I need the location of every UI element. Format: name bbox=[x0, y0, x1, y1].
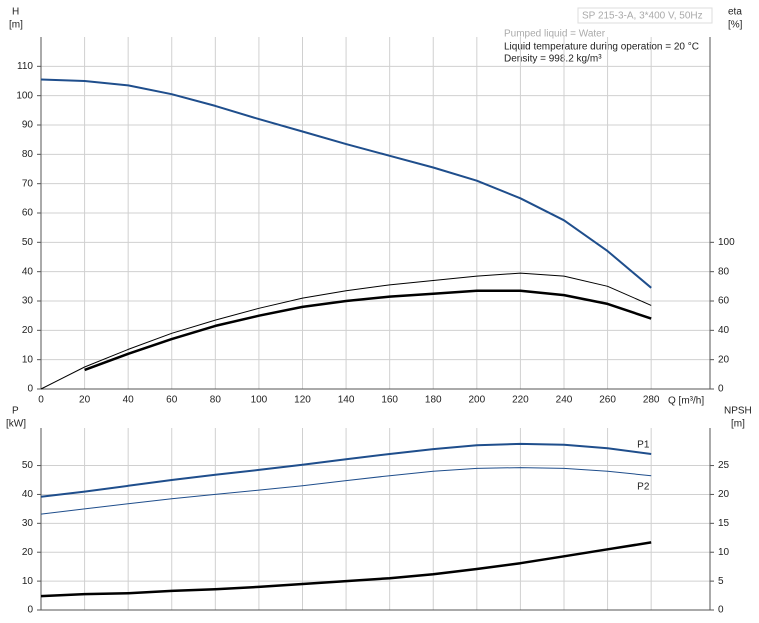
series-line bbox=[40, 541, 652, 598]
x-tick-label: 200 bbox=[468, 395, 485, 406]
series-label: P2 bbox=[637, 481, 650, 492]
y2-unit: [%] bbox=[728, 20, 743, 31]
series-line bbox=[40, 78, 652, 289]
info-box bbox=[502, 27, 710, 65]
y-tick-label: 50 bbox=[22, 237, 34, 248]
x-tick-label: 120 bbox=[294, 395, 311, 406]
series-line bbox=[40, 442, 652, 498]
x-tick-label: 80 bbox=[210, 395, 222, 406]
y-tick-label: 20 bbox=[22, 325, 34, 336]
x-tick-label: 280 bbox=[643, 395, 660, 406]
series-label: P1 bbox=[637, 440, 650, 451]
annotation: Density = 998.2 kg/m³ bbox=[504, 54, 602, 65]
y-unit: [kW] bbox=[6, 419, 26, 430]
y-tick-label: 40 bbox=[22, 266, 34, 277]
y-tick-label: 0 bbox=[27, 605, 33, 616]
y-tick-label: 20 bbox=[22, 547, 34, 558]
x-tick-label: 220 bbox=[512, 395, 529, 406]
y-tick-label: 70 bbox=[22, 178, 34, 189]
y2-tick-label: 0 bbox=[718, 605, 724, 616]
y-tick-label: 80 bbox=[22, 149, 34, 160]
y2-label: NPSH bbox=[724, 406, 752, 417]
y-tick-label: 100 bbox=[16, 90, 33, 101]
y2-tick-label: 80 bbox=[718, 266, 730, 277]
y2-tick-label: 5 bbox=[718, 576, 724, 587]
y-tick-label: 90 bbox=[22, 120, 34, 131]
y2-tick-label: 10 bbox=[718, 547, 730, 558]
y-tick-label: 60 bbox=[22, 208, 34, 219]
y-tick-label: 0 bbox=[27, 384, 33, 395]
x-label: Q [m³/h] bbox=[668, 396, 704, 407]
y2-tick-label: 15 bbox=[718, 518, 730, 529]
series-line bbox=[40, 272, 652, 390]
x-tick-label: 240 bbox=[556, 395, 573, 406]
y-label: H bbox=[12, 7, 19, 18]
x-tick-label: 20 bbox=[79, 395, 91, 406]
chart-title: SP 215-3-A, 3*400 V, 50Hz bbox=[582, 11, 703, 22]
y2-tick-label: 100 bbox=[718, 237, 735, 248]
y-label: P bbox=[12, 406, 19, 417]
y-tick-label: 50 bbox=[22, 460, 34, 471]
y2-tick-label: 20 bbox=[718, 489, 730, 500]
annotation: Pumped liquid = Water bbox=[504, 29, 606, 40]
y2-tick-label: 20 bbox=[718, 354, 730, 365]
x-tick-label: 140 bbox=[338, 395, 355, 406]
y2-tick-label: 60 bbox=[718, 296, 730, 307]
x-tick-label: 160 bbox=[381, 395, 398, 406]
y2-tick-label: 40 bbox=[718, 325, 730, 336]
y-unit: [m] bbox=[9, 20, 23, 31]
y-tick-label: 110 bbox=[17, 61, 33, 72]
y2-label: eta bbox=[728, 7, 742, 18]
y-tick-label: 10 bbox=[22, 354, 34, 365]
series-line bbox=[84, 289, 652, 372]
x-tick-label: 180 bbox=[425, 395, 442, 406]
y2-unit: [m] bbox=[731, 419, 745, 430]
title-box bbox=[577, 7, 713, 24]
y2-tick-label: 25 bbox=[718, 460, 730, 471]
x-tick-label: 100 bbox=[251, 395, 268, 406]
y-tick-label: 10 bbox=[22, 576, 34, 587]
y-tick-label: 40 bbox=[22, 489, 34, 500]
x-tick-label: 0 bbox=[38, 395, 44, 406]
x-tick-label: 260 bbox=[599, 395, 616, 406]
y2-tick-label: 0 bbox=[718, 384, 724, 395]
y-tick-label: 30 bbox=[22, 296, 34, 307]
y-tick-label: 30 bbox=[22, 518, 34, 529]
series-line bbox=[40, 467, 652, 515]
x-tick-label: 40 bbox=[123, 395, 135, 406]
annotation: Liquid temperature during operation = 20… bbox=[504, 42, 699, 53]
x-tick-label: 60 bbox=[166, 395, 178, 406]
